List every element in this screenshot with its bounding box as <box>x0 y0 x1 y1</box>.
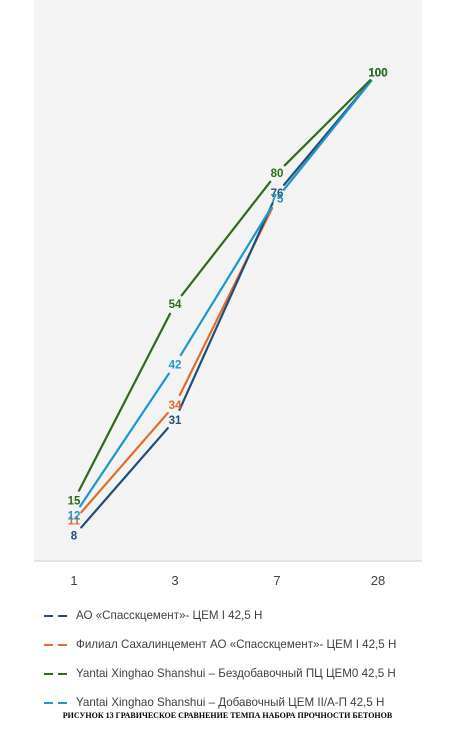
series-line-segment <box>179 206 273 357</box>
x-tick-label: 1 <box>70 573 77 588</box>
x-tick-label: 7 <box>273 573 280 588</box>
legend-item: АО «Спасскцемент»- ЦЕМ I 42,5 Н <box>44 601 444 630</box>
series-line-segment <box>282 79 373 191</box>
data-label: 76 <box>271 188 284 200</box>
x-tick-label: 28 <box>371 573 385 588</box>
legend-label: Yantai Xinghao Shanshui – Бездобавочный … <box>76 667 396 680</box>
data-label: 11 <box>68 516 81 528</box>
data-label: 100 <box>368 67 387 79</box>
data-label: 15 <box>68 495 81 507</box>
series-line-segment <box>77 312 172 492</box>
data-label: 100 <box>368 67 387 79</box>
series-line-segment <box>178 202 274 411</box>
legend-swatch <box>44 611 70 621</box>
series-line-segment <box>180 180 272 297</box>
data-label: 8 <box>71 531 78 543</box>
series-line-segment <box>283 79 372 167</box>
legend-item: Yantai Xinghao Shanshui – Бездобавочный … <box>44 659 444 688</box>
data-label: 75 <box>271 193 284 205</box>
series-layer <box>77 79 373 529</box>
data-label: 34 <box>169 400 182 412</box>
legend-swatch <box>44 640 70 650</box>
series-line-segment <box>79 372 170 508</box>
legend: АО «Спасскцемент»- ЦЕМ I 42,5 Н Филиал С… <box>44 601 444 717</box>
legend-item: Филиал Сахалинцемент АО «Спасскцемент»- … <box>44 630 444 659</box>
data-label: 100 <box>368 67 387 79</box>
legend-item: Yantai Xinghao Shanshui – Добавочный ЦЕМ… <box>44 688 444 717</box>
data-label: 31 <box>169 415 182 427</box>
legend-label: Филиал Сахалинцемент АО «Спасскцемент»- … <box>76 638 397 651</box>
legend-swatch <box>44 698 70 708</box>
data-label: 54 <box>169 299 182 311</box>
series-line-segment <box>80 411 169 514</box>
series-line-segment <box>80 427 169 529</box>
data-label: 100 <box>368 67 387 79</box>
x-tick-label: 3 <box>171 573 178 588</box>
figure-caption: РИСУНОК 13 ГРАВИЧЕСКОЕ СРАВНЕНИЕ ТЕМПА Н… <box>62 711 393 720</box>
legend-label: Yantai Xinghao Shanshui – Добавочный ЦЕМ… <box>76 696 385 709</box>
data-label: 42 <box>169 359 182 371</box>
data-label: 75 <box>271 193 284 205</box>
data-label: 80 <box>271 168 284 180</box>
x-tick-labels: 1 3 7 28 <box>70 573 385 588</box>
legend-swatch <box>44 669 70 679</box>
legend-label: АО «Спасскцемент»- ЦЕМ I 42,5 Н <box>76 609 263 622</box>
data-label: 12 <box>68 511 81 523</box>
